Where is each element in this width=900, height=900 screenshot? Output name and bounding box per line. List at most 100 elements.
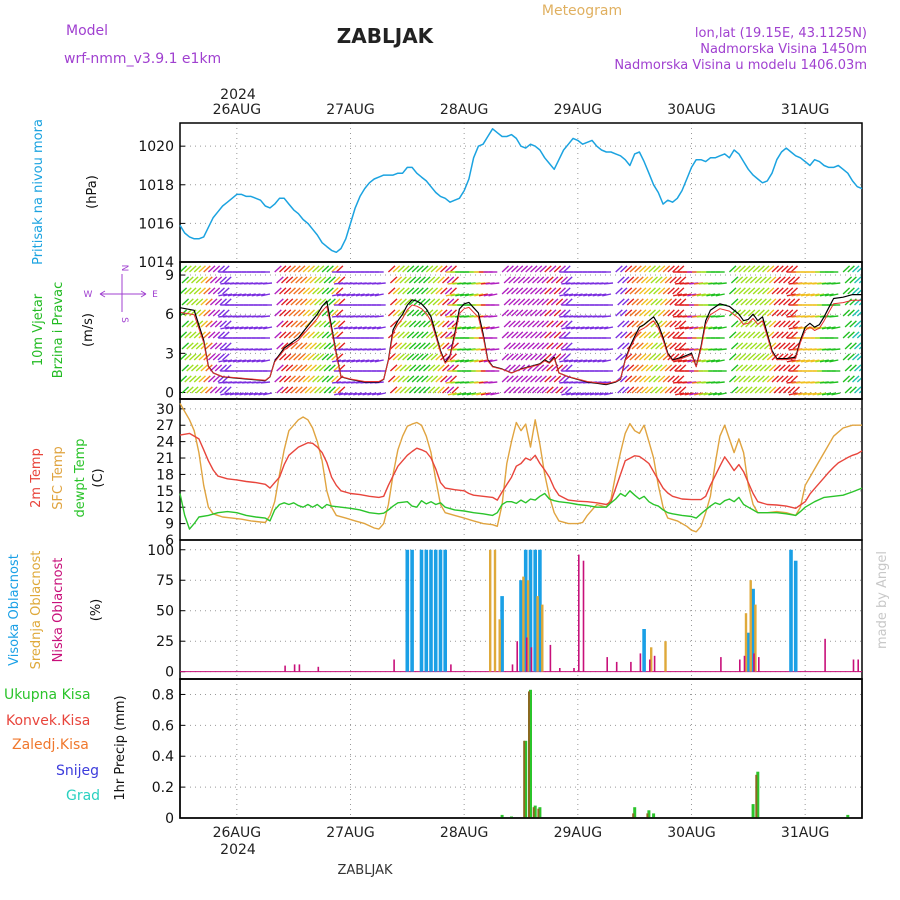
precip-conv-bar [646, 813, 649, 818]
altitude-text: Nadmorska Visina 1450m [700, 42, 867, 57]
wind-arrow [638, 353, 647, 361]
wind-arrow [348, 326, 358, 330]
wind-arrow [553, 265, 562, 273]
wind-arrow [205, 298, 213, 306]
wind-arrow [842, 309, 851, 317]
wind-arrow [418, 276, 426, 284]
wind-arrow [629, 375, 637, 383]
wind-arrow [333, 298, 341, 306]
compass-s: S [119, 317, 129, 323]
wind-arrow [771, 287, 780, 295]
wind-arrow [425, 331, 434, 339]
wind-arrow [792, 298, 800, 306]
wind-arrow [673, 359, 683, 363]
wind-arrow [817, 392, 827, 396]
wind-arrow [181, 364, 190, 372]
wind-arrow [276, 386, 284, 394]
wind-arrow [730, 364, 739, 372]
wind-arrow [527, 276, 535, 284]
wind-arrow [578, 359, 588, 363]
wind-arrow [735, 342, 744, 350]
wind-arrow [793, 392, 803, 396]
wind-arrow [565, 342, 573, 350]
wind-arrow [776, 287, 784, 295]
wind-arrow [560, 386, 568, 394]
wind-arrow [511, 287, 519, 295]
wind-arrow [856, 310, 862, 317]
wind-arrow [191, 298, 199, 306]
wind-arrow [672, 375, 680, 383]
wind-arrow [193, 353, 202, 361]
wind-arrow [678, 298, 687, 306]
wind-arrow [520, 375, 529, 383]
wind-arrow [193, 287, 202, 295]
wind-arrow [785, 331, 794, 339]
wind-arrow [326, 287, 334, 295]
wind-arrow [180, 287, 188, 295]
wind-arrow [348, 392, 358, 396]
wind-arrow [316, 287, 325, 295]
wind-arrow [205, 276, 213, 284]
wind-arrow [847, 287, 855, 295]
wind-arrow [740, 386, 748, 394]
wind-arrow [376, 392, 386, 396]
wind-arrow [558, 375, 566, 383]
wind-arrow [534, 353, 543, 361]
wind-arrow [824, 293, 834, 297]
wind-arrow [743, 331, 751, 339]
wind-arrow [527, 298, 535, 306]
wind-arrow [604, 392, 614, 396]
wind-arrow [513, 386, 521, 394]
wind-arrow [224, 342, 232, 350]
wind-arrow [416, 353, 424, 361]
wind-arrow [674, 342, 682, 350]
wind-arrow [735, 386, 744, 394]
wind-arrow [847, 353, 855, 361]
wind-arrow [457, 326, 467, 330]
cloud-bar [789, 549, 793, 672]
wind-arrow [189, 353, 197, 361]
temp-ylabel-dewpt: dewpt Temp [73, 438, 88, 517]
wind-arrow [662, 331, 671, 339]
wind-arrow [314, 276, 322, 284]
wind-arrow [274, 309, 282, 317]
wind-arrow [437, 364, 445, 372]
wind-arrow [307, 331, 315, 339]
wind-arrow [217, 309, 225, 317]
wind-arrow [674, 320, 682, 328]
wind-arrow [193, 331, 202, 339]
wind-arrow [232, 359, 242, 363]
footer-station: ZABLJAK [338, 863, 393, 878]
wind-arrow [580, 326, 590, 330]
wind-arrow [678, 386, 687, 394]
cloud-ylabel-mid: Srednja Oblacnost [29, 551, 44, 670]
wind-arrow [715, 315, 725, 318]
wind-arrow [483, 293, 493, 297]
cloud-bar [405, 549, 410, 672]
wind-arrow [783, 298, 791, 306]
wind-arrow [413, 320, 422, 328]
y-tick-label: 27 [156, 418, 174, 434]
wind-arrow [416, 309, 424, 317]
wind-arrow [624, 287, 633, 295]
wind-arrow [550, 298, 559, 306]
wind-arrow [318, 342, 327, 350]
wind-arrow [617, 276, 625, 284]
wind-arrow [387, 375, 396, 383]
wind-arrow [399, 298, 407, 306]
wind-arrow [659, 298, 668, 306]
wind-arrow [406, 375, 415, 383]
wind-arrow [525, 287, 533, 295]
wind-arrow [323, 364, 332, 372]
precip-conv-bar [632, 813, 635, 818]
wind-arrow [541, 320, 549, 328]
wind-arrow [227, 293, 237, 297]
wind-arrow [341, 293, 351, 297]
wind-arrow [563, 331, 571, 339]
wind-arrow [864, 365, 871, 371]
wind-arrow [771, 375, 780, 383]
wind-arrow [302, 353, 311, 361]
wind-arrow [622, 364, 630, 372]
wind-arrow [800, 359, 811, 363]
wind-arrow [331, 375, 339, 383]
